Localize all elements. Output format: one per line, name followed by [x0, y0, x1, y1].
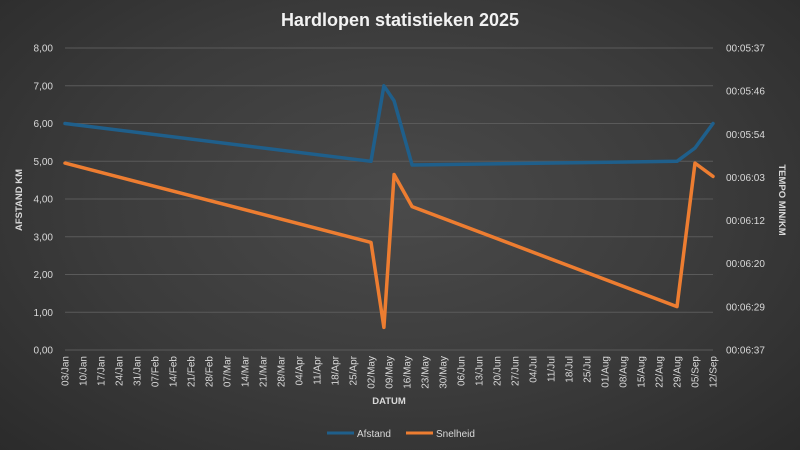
x-tick-label: 23/May — [421, 356, 432, 389]
x-tick-label: 06/Jun — [457, 356, 468, 386]
series-line-afstand — [63, 84, 715, 167]
right-axis-ticks: 00:06:37 00:06:29 00:06:20 00:06:12 00:06:03… — [726, 44, 765, 357]
x-tick-label: 03/Jan — [61, 356, 72, 386]
right-tick-label: 00:05:37 — [726, 44, 765, 55]
x-tick-label: 01/Aug — [601, 356, 612, 388]
chart-title: Hardlopen statistieken 2025 — [281, 10, 519, 30]
legend: Afstand Snelheid — [327, 429, 475, 440]
x-tick-label: 16/May — [403, 356, 414, 389]
left-tick-label: 1,00 — [34, 308, 54, 319]
x-tick-label: 21/Feb — [187, 356, 198, 388]
x-tick-label: 07/Feb — [151, 356, 162, 388]
left-tick-label: 4,00 — [34, 195, 54, 206]
x-tick-label: 30/May — [439, 356, 450, 389]
x-tick-label: 11/Apr — [313, 355, 324, 384]
series-lines — [63, 84, 715, 330]
x-tick-label: 11/Jul — [547, 356, 558, 382]
x-tick-label: 22/Aug — [655, 356, 666, 388]
left-axis-title: AFSTAND KM — [14, 169, 25, 231]
x-tick-label: 21/Mar — [259, 355, 270, 387]
x-tick-label: 08/Aug — [619, 356, 630, 388]
x-tick-label: 07/Mar — [223, 355, 234, 387]
x-tick-label: 17/Jan — [97, 356, 108, 386]
x-tick-label: 10/Jan — [79, 356, 90, 386]
x-tick-label: 27/Jun — [511, 356, 522, 386]
x-tick-label: 29/Aug — [673, 356, 684, 388]
x-tick-label: 09/May — [385, 356, 396, 389]
x-axis-ticks: 03/Jan 10/Jan 17/Jan 24/Jan 31/Jan 07/Feb 14/F… — [61, 355, 720, 388]
x-tick-label: 25/Apr — [349, 355, 360, 385]
x-axis-title: DATUM — [372, 396, 406, 407]
left-tick-label: 3,00 — [34, 232, 54, 243]
right-tick-label: 00:06:37 — [726, 346, 765, 357]
left-tick-label: 8,00 — [34, 44, 54, 55]
x-tick-label: 28/Feb — [205, 356, 216, 388]
series-line-snelheid — [63, 161, 715, 330]
legend-label-afstand: Afstand — [357, 429, 391, 440]
gridlines — [65, 47, 713, 351]
x-tick-label: 05/Sep — [691, 356, 702, 388]
x-tick-label: 13/Jun — [475, 356, 486, 386]
x-tick-label: 12/Sep — [709, 356, 720, 388]
right-axis-title: TEMPO MIN/KM — [776, 164, 787, 235]
right-tick-label: 00:06:03 — [726, 173, 765, 184]
left-tick-label: 2,00 — [34, 270, 54, 281]
x-tick-label: 14/Feb — [169, 356, 180, 388]
legend-label-snelheid: Snelheid — [436, 429, 475, 440]
right-tick-label: 00:06:20 — [726, 259, 765, 270]
left-tick-label: 5,00 — [34, 157, 54, 168]
x-tick-label: 20/Jun — [493, 356, 504, 386]
x-tick-label: 31/Jan — [133, 356, 144, 386]
x-tick-label: 04/Jul — [529, 356, 540, 383]
x-tick-label: 04/Apr — [295, 355, 306, 385]
right-tick-label: 00:05:54 — [726, 130, 765, 141]
left-tick-label: 7,00 — [34, 81, 54, 92]
right-tick-label: 00:06:12 — [726, 216, 765, 227]
x-tick-label: 28/Mar — [277, 355, 288, 387]
left-tick-label: 0,00 — [34, 346, 54, 357]
x-tick-label: 14/Mar — [241, 355, 252, 387]
right-tick-label: 00:06:29 — [726, 302, 765, 313]
left-axis-ticks: 0,00 1,00 2,00 3,00 4,00 5,00 6,00 7,00 8,00 — [34, 44, 54, 357]
x-tick-label: 24/Jan — [115, 356, 126, 386]
x-tick-label: 18/Apr — [331, 355, 342, 385]
left-tick-label: 6,00 — [34, 119, 54, 130]
x-tick-label: 02/May — [367, 356, 378, 389]
x-tick-label: 18/Jul — [565, 356, 576, 383]
right-tick-label: 00:05:46 — [726, 87, 765, 98]
x-tick-label: 25/Jul — [583, 356, 594, 383]
x-tick-label: 15/Aug — [637, 356, 648, 388]
